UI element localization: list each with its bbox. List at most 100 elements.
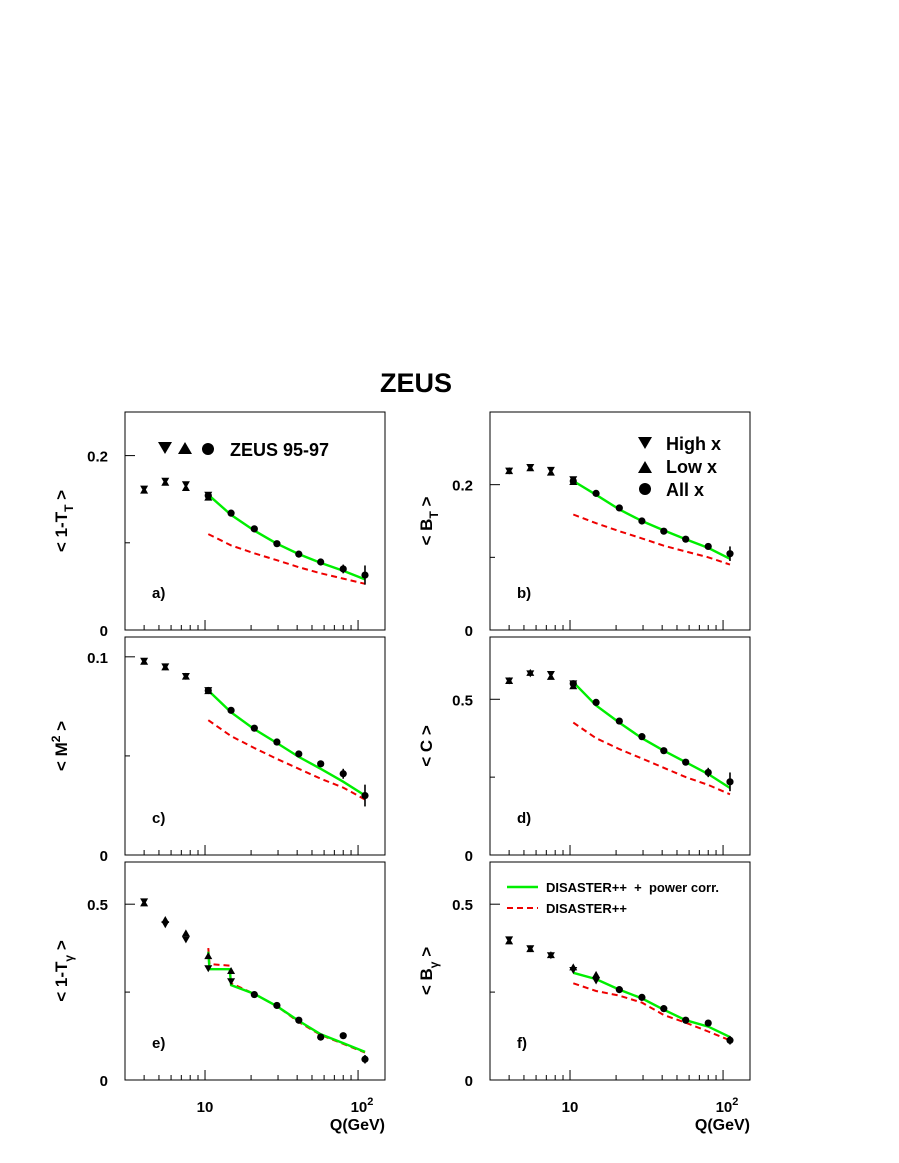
low-x-point	[526, 945, 535, 953]
all-x-point	[569, 680, 577, 688]
x-tick-exp-right: 2	[732, 1096, 738, 1108]
panel-a: 0 0.2 < 1-TT > a)	[52, 411, 386, 640]
all-x-point	[660, 1005, 668, 1013]
x-tick-label-100-left: 102	[351, 1096, 374, 1116]
y-label-tail: >	[52, 490, 71, 505]
y-label-main: < 1-T	[52, 961, 71, 1002]
y-label-main: < B	[417, 519, 436, 546]
legend-top: ZEUS 95-97	[158, 440, 329, 460]
y-axis-label: < 1-Tγ >	[52, 940, 76, 1002]
disaster-curve	[572, 721, 731, 796]
all-x-point	[361, 571, 369, 579]
y-tick-label: 0.2	[452, 478, 473, 495]
y-tick-label: 0.2	[87, 449, 108, 466]
x-tick-base-left: 10	[351, 1099, 368, 1116]
y-tick-label: 0.5	[452, 897, 473, 914]
panel-frame	[124, 861, 386, 1081]
low-x-point	[181, 483, 190, 491]
legend-high-x-down-triangle-icon	[638, 437, 652, 449]
panel-tag: b)	[517, 585, 531, 602]
y-axis-label: < 1-TT >	[52, 490, 76, 552]
legend-low-x-label: Low x	[666, 457, 717, 477]
y-axis-label: < Bγ >	[417, 947, 441, 995]
y-axis-label: < C >	[417, 725, 436, 767]
all-x-point	[317, 760, 325, 768]
x-axis-left: 10 102 Q(GeV)	[197, 1096, 385, 1134]
panel-f: 0 0.5 < Bγ > f)	[417, 861, 751, 1090]
all-x-point	[682, 535, 690, 543]
disaster-curve	[572, 982, 731, 1042]
all-x-point	[361, 791, 369, 800]
y-label-tail: >	[417, 496, 436, 511]
x-axis-label-left: Q(GeV)	[330, 1117, 385, 1134]
y-label-sup: 2	[49, 735, 63, 742]
legend-all-x-circle-icon	[639, 483, 651, 495]
y-tick-label: 0	[100, 1073, 108, 1090]
y-label-tail: >	[52, 721, 71, 736]
y-label-tail: >	[417, 947, 436, 962]
all-x-point	[317, 558, 325, 566]
all-x-point	[273, 738, 281, 746]
all-x-point	[615, 986, 623, 994]
high-x-point	[161, 921, 170, 929]
all-x-point	[204, 492, 212, 500]
all-x-point	[250, 724, 258, 732]
low-x-point	[161, 663, 170, 671]
low-x-point	[161, 478, 170, 486]
all-x-point	[638, 733, 646, 741]
all-x-point	[204, 686, 212, 695]
legend-top-down-triangle-icon	[158, 442, 172, 454]
panel-tag: a)	[152, 585, 165, 602]
power-corr-curve	[572, 971, 731, 1039]
y-label-main: < C >	[417, 725, 436, 767]
panel-tag: e)	[152, 1035, 165, 1052]
disaster-curve	[207, 719, 366, 801]
panels: 00.2< 1-TT >a)00.2< BT >b)00.1< M2 >c)00…	[49, 411, 751, 1090]
panel-frame	[489, 636, 751, 856]
low-x-point	[546, 951, 555, 959]
legend-low-x-up-triangle-icon	[638, 461, 652, 473]
low-x-point	[505, 937, 514, 945]
all-x-point	[227, 706, 235, 714]
low-x-point	[569, 963, 578, 971]
y-label-sub: T	[427, 511, 441, 519]
high-x-point	[181, 936, 190, 944]
high-x-point	[227, 978, 236, 986]
legend-top-up-triangle-icon	[178, 442, 192, 454]
all-x-point	[638, 993, 646, 1001]
all-x-point	[615, 717, 623, 725]
x-axis-right: 10 102 Q(GeV)	[562, 1096, 750, 1134]
panel-frame	[489, 411, 751, 631]
low-x-point	[546, 468, 555, 476]
y-axis-label: < BT >	[417, 496, 441, 545]
legend-top-circle-icon	[202, 443, 214, 455]
all-x-point	[592, 698, 600, 707]
panel-b: 0 0.2 < BT > b)	[417, 411, 751, 640]
y-axis-label: < M2 >	[49, 721, 71, 771]
y-label-sub: γ	[427, 961, 441, 968]
panel-frame	[124, 411, 386, 631]
y-label-main: < B	[417, 968, 436, 995]
panel-tag: d)	[517, 810, 531, 827]
all-x-point	[339, 565, 347, 573]
all-x-point	[361, 1055, 369, 1063]
low-x-point	[505, 467, 514, 475]
all-x-point	[250, 990, 258, 999]
legend-high-x-label: High x	[666, 434, 721, 454]
low-x-point	[181, 929, 190, 937]
low-x-point	[181, 672, 190, 680]
y-tick-label: 0.5	[452, 692, 473, 709]
low-x-point	[140, 486, 149, 494]
all-x-point	[638, 517, 646, 525]
panel-frame	[124, 636, 386, 856]
y-tick-label: 0	[465, 623, 473, 640]
power-corr-curve	[207, 951, 366, 1054]
all-x-point	[317, 1033, 325, 1041]
all-x-point	[726, 778, 734, 786]
panel-d: 0 0.5 < C > d)	[417, 636, 751, 865]
low-x-point	[592, 970, 601, 978]
all-x-point	[339, 770, 347, 778]
all-x-point	[569, 477, 577, 485]
x-tick-label-100-right: 102	[716, 1096, 739, 1116]
